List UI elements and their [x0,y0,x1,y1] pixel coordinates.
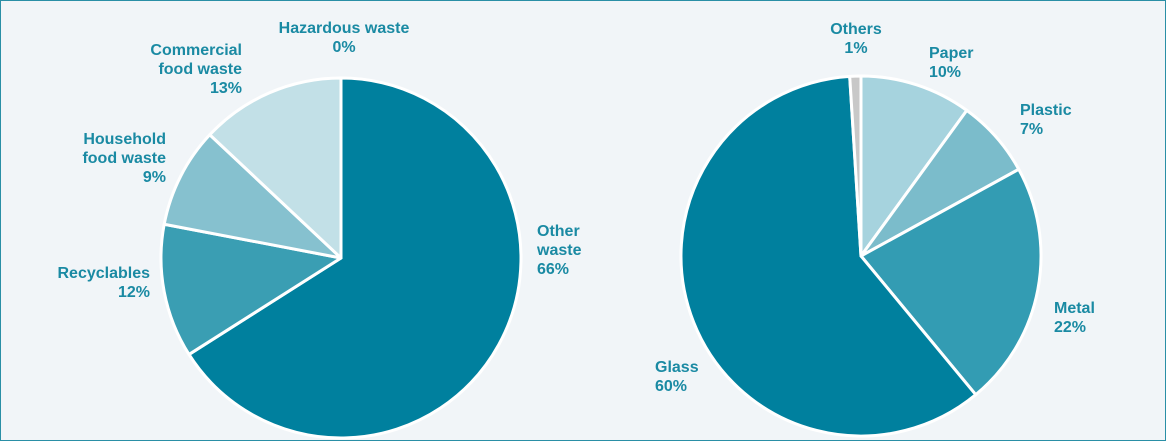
pie2-label-plastic: Plastic 7% [1020,102,1072,138]
pie1-slice-recyclables [159,222,343,356]
pie2-label-metal: Metal 22% [1054,300,1095,336]
pie1-label-recyclables: Recyclables 12% [57,265,150,301]
pie1-label-household-food-waste: Household food waste 9% [82,131,166,186]
pie2-label-glass: Glass 60% [655,359,699,395]
pie1-label-other-waste: Other waste 66% [537,223,582,278]
pie1-slice-other-waste [187,76,523,440]
pie2-slice-metal [859,167,1043,397]
pie2-slice-paper [859,74,969,258]
pie2-slice-glass [679,74,978,438]
pie2-label-others: Others 1% [830,21,882,57]
pie2-label-paper: Paper 10% [929,45,974,81]
pie2-slice-others [848,74,863,258]
pie1-label-commercial-food-waste: Commercial food waste 13% [150,42,242,97]
pie1-slice-household-food-waste [162,133,343,260]
pie1-slice-commercial-food-waste [208,76,343,260]
pie1-label-hazardous-waste: Hazardous waste 0% [278,20,410,56]
